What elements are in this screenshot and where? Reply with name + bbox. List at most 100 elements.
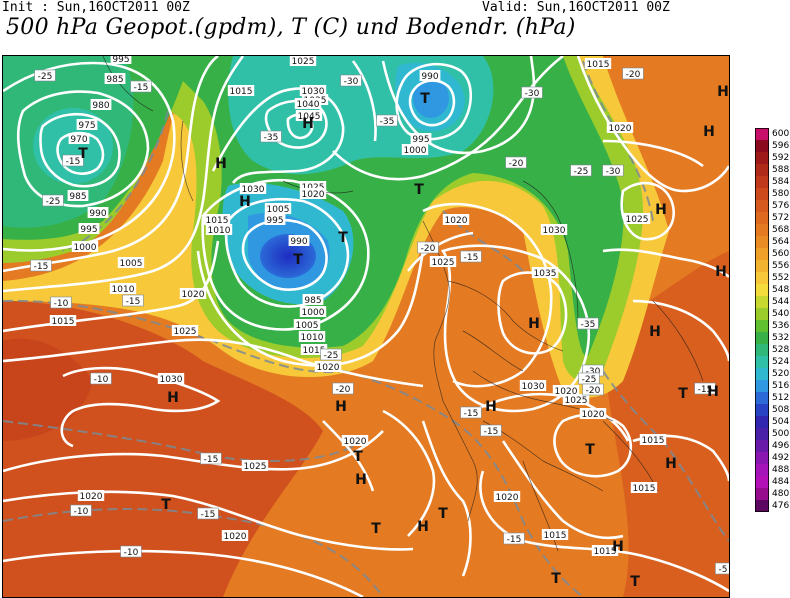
pressure-label: 1030 — [540, 224, 568, 236]
pressure-label: 990 — [288, 235, 310, 247]
pressure-label: 1015 — [639, 434, 667, 446]
color-scale-label: 532 — [772, 332, 790, 343]
svg-text:1015: 1015 — [544, 531, 567, 541]
svg-text:-15: -15 — [464, 253, 479, 263]
color-scale-swatch — [755, 452, 769, 465]
high-pressure-marker: H — [417, 519, 429, 535]
svg-text:1020: 1020 — [302, 190, 325, 200]
pressure-label: 1025 — [623, 213, 651, 225]
pressure-label: 995 — [410, 133, 432, 145]
color-scale-swatch — [755, 176, 769, 189]
svg-text:-20: -20 — [421, 244, 436, 254]
temperature-label: -15 — [503, 532, 525, 545]
color-scale-label: 576 — [772, 200, 790, 211]
color-scale-swatch — [755, 476, 769, 489]
temperature-label: -30 — [602, 164, 624, 177]
svg-text:1025: 1025 — [244, 462, 267, 472]
high-pressure-marker: H — [612, 539, 624, 555]
pressure-label: 1020 — [442, 214, 470, 226]
svg-text:-35: -35 — [264, 133, 279, 143]
high-pressure-marker: H — [167, 390, 179, 406]
temperature-label: -20 — [417, 241, 439, 254]
color-scale-swatch — [755, 284, 769, 297]
temperature-label: -20 — [622, 67, 644, 80]
svg-text:-30: -30 — [606, 167, 621, 177]
valid-time: Valid: Sun,16OCT2011 00Z — [482, 0, 670, 15]
pressure-label: 1000 — [71, 241, 99, 253]
high-pressure-marker: H — [655, 202, 667, 218]
svg-text:1020: 1020 — [80, 492, 103, 502]
svg-text:1040: 1040 — [297, 100, 320, 110]
color-scale-label: 500 — [772, 428, 790, 439]
svg-text:1015: 1015 — [303, 346, 326, 356]
svg-text:1020: 1020 — [555, 387, 578, 397]
color-scale-swatch — [755, 500, 769, 513]
svg-text:1015: 1015 — [206, 216, 229, 226]
low-pressure-marker: T — [438, 506, 448, 522]
temperature-label: -15 — [200, 452, 222, 465]
low-pressure-marker: T — [630, 574, 640, 590]
svg-text:1025: 1025 — [292, 57, 315, 67]
color-scale-bar — [755, 128, 769, 513]
svg-text:1015: 1015 — [587, 60, 610, 70]
color-scale-label: 540 — [772, 308, 790, 319]
svg-text:1025: 1025 — [432, 258, 455, 268]
svg-text:-15: -15 — [464, 409, 479, 419]
temperature-label: -15 — [62, 154, 84, 167]
color-scale-label: 544 — [772, 296, 790, 307]
pressure-label: 1015 — [591, 545, 619, 557]
svg-text:995: 995 — [112, 56, 129, 65]
svg-text:1030: 1030 — [160, 375, 183, 385]
svg-text:1020: 1020 — [582, 410, 605, 420]
color-scale-label: 568 — [772, 224, 790, 235]
high-pressure-marker: H — [485, 399, 497, 415]
low-pressure-marker: T — [161, 497, 171, 513]
pressure-label: 1025 — [562, 394, 590, 406]
svg-text:-15: -15 — [34, 262, 49, 272]
svg-text:1025: 1025 — [626, 215, 649, 225]
svg-text:1025: 1025 — [565, 396, 588, 406]
svg-text:1045: 1045 — [298, 112, 321, 122]
pressure-label: 975 — [76, 119, 98, 131]
svg-text:1020: 1020 — [182, 290, 205, 300]
svg-text:1010: 1010 — [112, 285, 135, 295]
svg-text:985: 985 — [69, 192, 86, 202]
svg-text:-10: -10 — [124, 548, 139, 558]
pressure-label: 1020 — [579, 408, 607, 420]
color-scale-label: 596 — [772, 140, 790, 151]
color-scale-swatch — [755, 212, 769, 225]
color-scale-label: 484 — [772, 476, 790, 487]
pressure-label: 1000 — [401, 144, 429, 156]
svg-text:995: 995 — [80, 225, 97, 235]
color-scale-label: 508 — [772, 404, 790, 415]
high-pressure-marker: H — [665, 456, 677, 472]
color-scale-swatch — [755, 392, 769, 405]
temperature-label: -15 — [130, 80, 152, 93]
pressure-label: 1020 — [77, 490, 105, 502]
svg-text:-15: -15 — [484, 427, 499, 437]
color-scale-swatch — [755, 416, 769, 429]
low-pressure-marker: T — [371, 521, 381, 537]
high-pressure-marker: H — [717, 84, 729, 100]
color-scale-label: 512 — [772, 392, 790, 403]
svg-text:-20: -20 — [586, 386, 601, 396]
pressure-label: 1020 — [299, 188, 327, 200]
color-scale-label: 480 — [772, 488, 790, 499]
temperature-label: -10 — [50, 296, 72, 309]
svg-text:1015: 1015 — [52, 317, 75, 327]
pressure-label: 1030 — [157, 373, 185, 385]
svg-text:-35: -35 — [581, 320, 596, 330]
pressure-label: 995 — [264, 214, 286, 226]
color-scale-label: 564 — [772, 236, 790, 247]
color-scale-label: 520 — [772, 368, 790, 379]
pressure-labels: 9959859809759709859909951000100510101015… — [49, 56, 667, 557]
pressure-label: 1030 — [299, 85, 327, 97]
temperature-label: -25 — [34, 69, 56, 82]
svg-text:-10: -10 — [54, 299, 69, 309]
pressure-label: 1020 — [221, 530, 249, 542]
svg-text:-25: -25 — [574, 167, 589, 177]
color-scale-swatch — [755, 344, 769, 357]
svg-text:-10: -10 — [74, 507, 89, 517]
svg-text:1030: 1030 — [242, 185, 265, 195]
